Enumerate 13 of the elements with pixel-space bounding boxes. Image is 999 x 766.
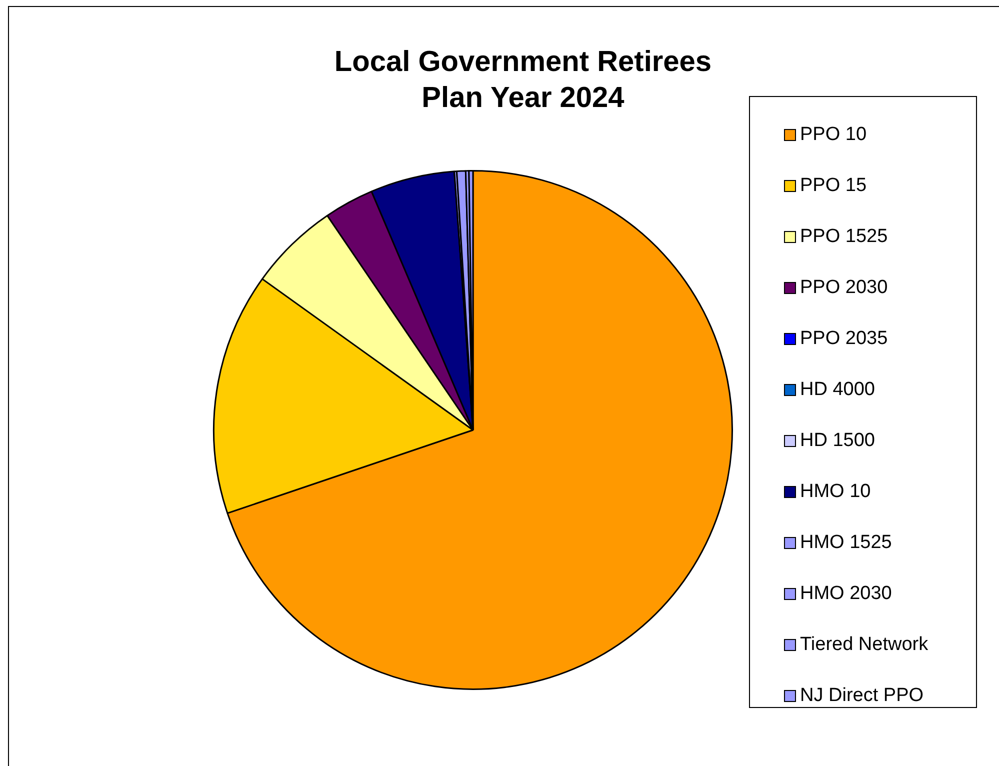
legend-label: NJ Direct PPO bbox=[800, 684, 924, 706]
legend-label: HMO 1525 bbox=[800, 532, 892, 554]
legend-label: PPO 15 bbox=[800, 174, 867, 196]
legend-label: PPO 1525 bbox=[800, 226, 888, 248]
legend-label: PPO 2035 bbox=[800, 328, 888, 350]
chart-title: Local Government Retirees Plan Year 2024 bbox=[333, 45, 713, 116]
legend-label: PPO 10 bbox=[800, 124, 867, 146]
legend-label: Tiered Network bbox=[800, 634, 928, 656]
legend-label: HD 4000 bbox=[800, 378, 875, 400]
legend-label: PPO 2030 bbox=[800, 276, 888, 298]
legend-label: HMO 10 bbox=[800, 480, 871, 502]
legend-label: HMO 2030 bbox=[800, 582, 892, 604]
legend-label: HD 1500 bbox=[800, 430, 875, 452]
